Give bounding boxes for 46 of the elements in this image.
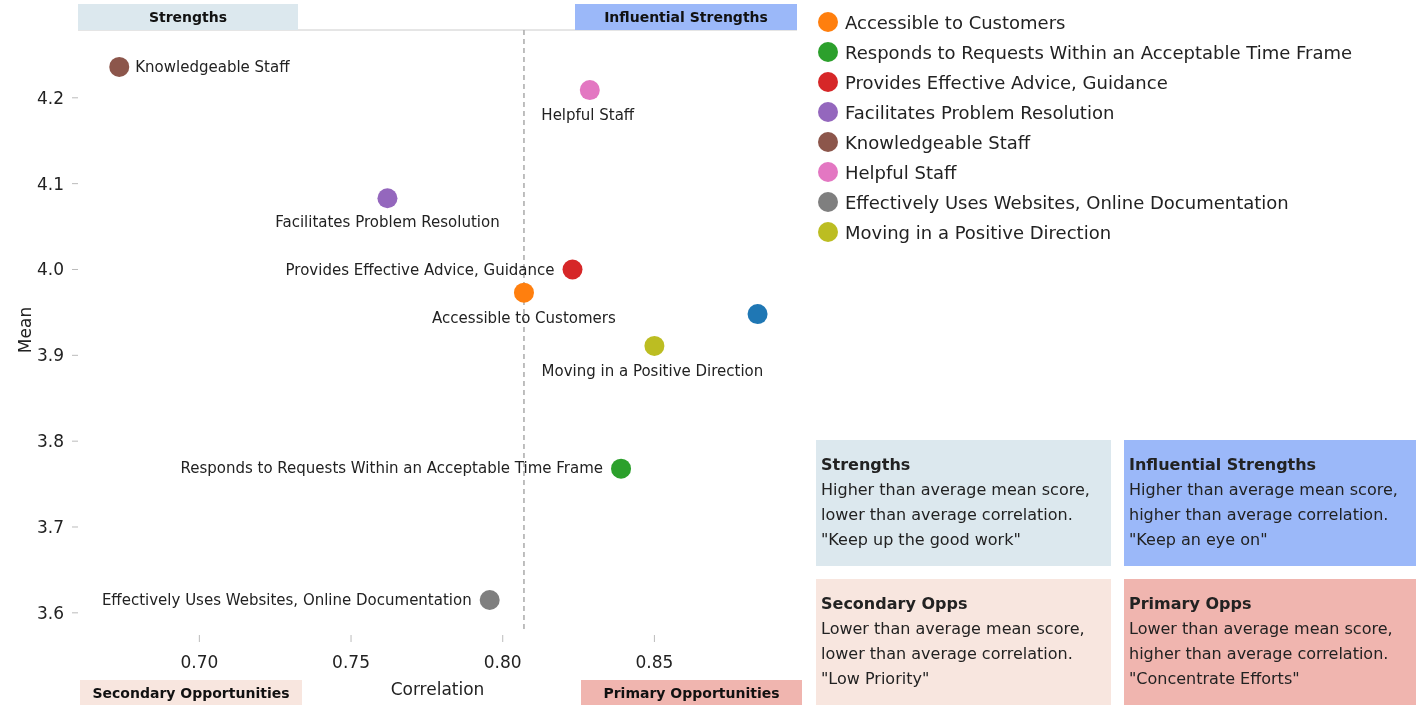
point xyxy=(611,458,632,479)
text: Influential Strengths Higher than average mean score, higher than average correlation. "Keep an eye on" xyxy=(1129,455,1398,549)
text: Primary Opportunities xyxy=(603,685,780,701)
y-tick-label: 3.8 xyxy=(36,431,64,452)
legend-label: Provides Effective Advice, Guidance xyxy=(845,72,1168,93)
x-tick-label: 0.75 xyxy=(332,652,370,672)
x-tick-label: 0.80 xyxy=(483,652,522,672)
point xyxy=(562,259,583,280)
text: Effectively Uses Websites, Online Documentation xyxy=(101,590,472,609)
legend-label: Responds to Requests Within an Acceptable Time Frame xyxy=(845,42,1353,63)
text: Helpful Staff xyxy=(541,106,635,125)
legend-label: Facilitates Problem Resolution xyxy=(845,102,1115,123)
text: Provides Effective Advice, Guidance xyxy=(285,261,555,280)
point xyxy=(747,304,768,325)
y-tick-label: 3.9 xyxy=(36,345,64,366)
text: Strengths Higher than average mean score, lower than average correlation. "Keep up the good work" xyxy=(821,455,1090,549)
point xyxy=(579,80,600,101)
text: Facilitates Problem Resolution xyxy=(275,213,500,232)
y-tick-label: 4.0 xyxy=(36,259,64,280)
point xyxy=(644,335,665,356)
point xyxy=(513,282,534,303)
y-axis-title: Mean xyxy=(15,306,35,354)
y-tick-label: 4.1 xyxy=(36,173,64,194)
legend-label: Knowledgeable Staff xyxy=(845,132,1031,153)
y-tick-label: 4.2 xyxy=(36,87,64,108)
point xyxy=(479,589,500,610)
y-tick-label: 3.7 xyxy=(36,517,64,537)
x-tick-label: 0.85 xyxy=(635,652,674,672)
x-axis-title: Correlation xyxy=(390,679,485,699)
text: Accessible to Customers xyxy=(432,308,616,327)
text: Secondary Opps Lower than average mean score, lower than average correlation. "Low Priority" xyxy=(821,594,1085,688)
text: Strengths xyxy=(148,9,228,25)
x-tick-label: 0.70 xyxy=(180,652,219,672)
text: Moving in a Positive Direction xyxy=(541,361,764,380)
legend-label: Effectively Uses Websites, Online Documentation xyxy=(845,192,1289,213)
y-tick-label: 3.6 xyxy=(36,602,64,623)
legend-label: Helpful Staff xyxy=(845,162,958,183)
text: Secondary Opportunities xyxy=(92,685,290,701)
point xyxy=(109,56,130,77)
legend-label: Moving in a Positive Direction xyxy=(845,222,1112,243)
legend-label: Accessible to Customers xyxy=(845,12,1066,33)
text: Responds to Requests Within an Acceptable Time Frame xyxy=(180,458,604,477)
text: Primary Opps Lower than average mean score, higher than average correlation. "Concentrate Efforts" xyxy=(1129,594,1393,688)
text: Knowledgeable Staff xyxy=(135,57,290,76)
point xyxy=(377,188,398,209)
text: Influential Strengths xyxy=(604,9,768,25)
